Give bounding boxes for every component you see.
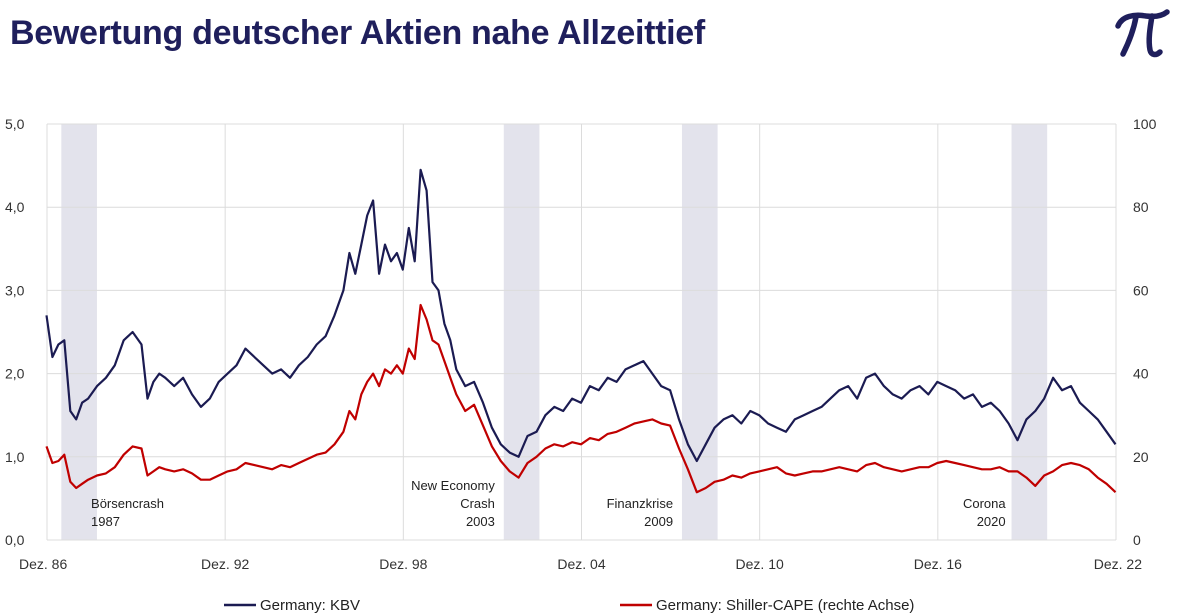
crisis-band-1 [503,124,540,540]
x-tick-label: Dez. 86 [19,556,67,572]
y-right-tick-label: 20 [1133,449,1149,465]
legend-label: Germany: Shiller-CAPE (rechte Achse) [656,597,914,614]
crisis-label-3: Corona [963,496,1006,511]
crisis-label-0: Börsencrash [91,496,164,511]
y-left-tick-label: 0,0 [5,532,25,548]
chart-legend: Germany: KBV Germany: Shiller-CAPE (recht… [224,597,914,614]
y-left-tick-label: 2,0 [5,366,25,382]
y-left-tick-label: 1,0 [5,449,25,465]
crisis-band-2 [681,124,718,540]
x-tick-label: Dez. 22 [1094,556,1142,572]
legend-label: Germany: KBV [260,597,360,614]
crisis-label-1: 2003 [466,514,495,529]
crisis-label-1: New Economy [411,478,495,493]
x-tick-label: Dez. 10 [736,556,784,572]
y-right-tick-label: 40 [1133,366,1149,382]
y-left-tick-label: 4,0 [5,199,25,215]
kbv-series-line [45,168,1117,463]
y-right-tick-label: 100 [1133,116,1157,132]
y-left-tick-label: 5,0 [5,116,25,132]
y-left-tick-label: 3,0 [5,282,25,298]
y-right-tick-label: 80 [1133,199,1149,215]
crisis-labels: Börsencrash 1987 New Economy Crash 2003 Finan… [91,478,1006,529]
y-right-tick-label: 60 [1133,282,1149,298]
cape-series-line [45,303,1117,494]
chart-series [45,168,1117,494]
x-tick-label: Dez. 04 [557,556,605,572]
crisis-label-3: 2020 [977,514,1006,529]
chart-axes: 0,0 0 1,0 20 2,0 40 3,0 60 4,0 80 5,0 100 Dez. 86 Dez… [5,116,1157,572]
crisis-label-1: Crash [460,496,495,511]
crisis-shading [61,124,1048,540]
pi-logo-icon [1115,9,1170,58]
crisis-label-2: 2009 [644,514,673,529]
crisis-label-0: 1987 [91,514,120,529]
chart-gridlines [46,123,1117,541]
x-tick-label: Dez. 16 [914,556,962,572]
chart-title: Bewertung deutscher Aktien nahe Allzeitt… [10,14,705,52]
crisis-label-2: Finanzkrise [607,496,673,511]
x-tick-label: Dez. 98 [379,556,427,572]
y-right-tick-label: 0 [1133,532,1141,548]
x-tick-label: Dez. 92 [201,556,249,572]
